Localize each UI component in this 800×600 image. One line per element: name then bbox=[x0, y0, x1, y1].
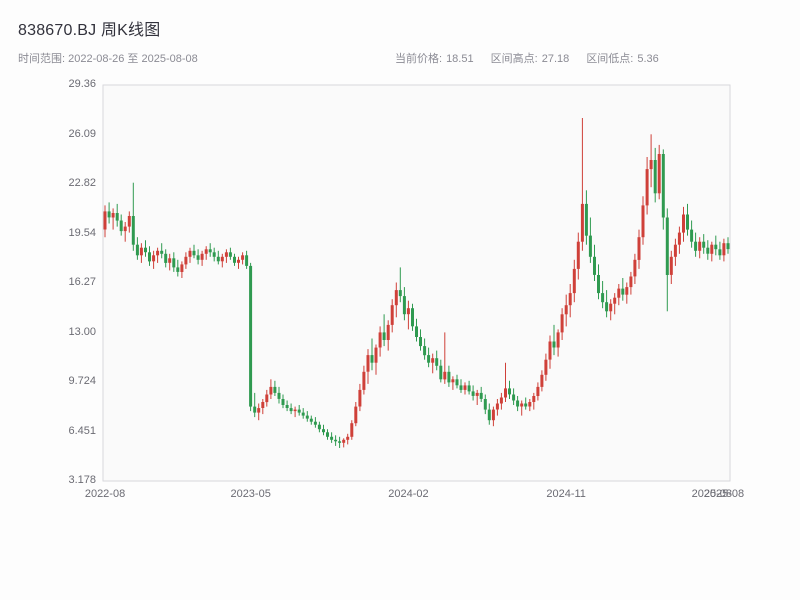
y-tick-label: 13.00 bbox=[68, 325, 96, 338]
y-tick-label: 9.724 bbox=[68, 375, 96, 387]
date-range-label: 时间范围: 2022-08-26 至 2025-08-08 bbox=[18, 53, 198, 65]
y-tick-label: 26.09 bbox=[68, 127, 96, 140]
y-tick-label: 16.27 bbox=[68, 276, 96, 288]
price-stats: 当前价格: 18.51 区间高点: 27.18 区间低点: 5.36 bbox=[395, 50, 663, 66]
y-tick-label: 22.82 bbox=[68, 177, 96, 189]
range-high-value: 27.18 bbox=[541, 53, 570, 65]
page-title: 838670.BJ 周K线图 bbox=[18, 22, 161, 39]
range-low-value: 5.36 bbox=[637, 53, 659, 65]
x-tick-label: 2022-08 bbox=[84, 488, 126, 500]
x-tick-label: 2025-08 bbox=[703, 488, 745, 500]
y-tick-label: 3.178 bbox=[68, 474, 96, 486]
range-low-label: 区间低点: bbox=[586, 53, 634, 65]
x-tick-label: 2024-11 bbox=[546, 488, 586, 500]
y-tick-label: 6.451 bbox=[68, 424, 96, 437]
y-tick-label: 29.36 bbox=[68, 78, 96, 90]
x-tick-label: 2025-08 bbox=[691, 488, 732, 500]
current-price-label: 当前价格: bbox=[395, 53, 443, 65]
x-tick-label: 2023-05 bbox=[230, 488, 271, 500]
current-price-value: 18.51 bbox=[446, 53, 474, 65]
y-tick-label: 19.54 bbox=[68, 226, 96, 239]
range-high-label: 区间高点: bbox=[490, 53, 538, 65]
x-tick-label: 2024-02 bbox=[388, 488, 429, 500]
subtitle-row: 时间范围: 2022-08-26 至 2025-08-08 当前价格: 18.51… bbox=[0, 50, 800, 66]
